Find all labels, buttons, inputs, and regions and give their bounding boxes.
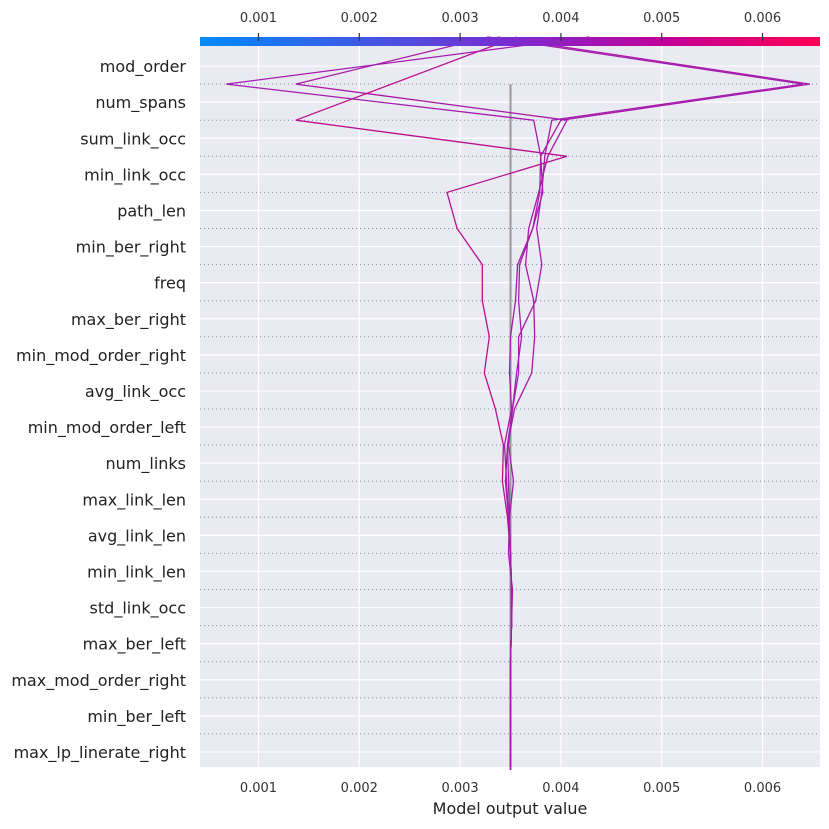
colorbar [200,37,820,46]
x-tick-label: 0.004 [542,781,579,796]
decision-lines [226,36,810,770]
feature-label: sum_link_occ [80,129,186,149]
top-tick-label: 0.004 [542,11,579,26]
feature-label: path_len [117,201,186,221]
x-tick-label: 0.003 [441,781,478,796]
x-tick-label: 0.006 [744,781,781,796]
feature-label: avg_link_occ [85,382,186,402]
x-tick-label: 0.002 [341,781,378,796]
feature-label: avg_link_len [88,526,186,546]
top-tick-label: 0.005 [643,11,680,26]
x-tick-label: 0.005 [643,781,680,796]
feature-label: std_link_occ [90,599,186,619]
feature-label: max_ber_right [71,310,186,330]
top-tick-label: 0.001 [240,11,277,26]
x-tick-label: 0.001 [240,781,277,796]
top-ticks: 0.001 0.002 0.003 0.004 0.005 0.006 [240,11,781,41]
decision-line-5 [497,36,810,770]
feature-label: min_mod_order_right [16,346,186,366]
feature-label: min_link_len [87,562,186,582]
feature-label: num_links [106,454,187,474]
feature-label: max_link_len [82,490,186,510]
feature-label: min_mod_order_left [28,418,186,438]
top-tick-label: 0.002 [341,11,378,26]
feature-separators [200,83,820,735]
feature-label: freq [154,274,186,293]
feature-label: max_mod_order_right [11,671,186,691]
feature-label: mod_order [100,57,187,77]
top-tick-label: 0.003 [441,11,478,26]
feature-label: num_spans [95,93,186,113]
feature-label: min_ber_left [87,707,186,727]
feature-label: max_ber_left [83,635,186,655]
x-axis-title: Model output value [433,799,588,818]
feature-label: max_lp_linerate_right [14,743,186,763]
top-tick-label: 0.006 [744,11,781,26]
feature-label: min_ber_right [76,238,186,258]
bottom-ticks: 0.001 0.002 0.003 0.004 0.005 0.006 [240,781,781,796]
feature-labels: mod_order num_spans sum_link_occ min_link_o… [11,57,186,763]
feature-label: min_link_occ [84,165,186,185]
